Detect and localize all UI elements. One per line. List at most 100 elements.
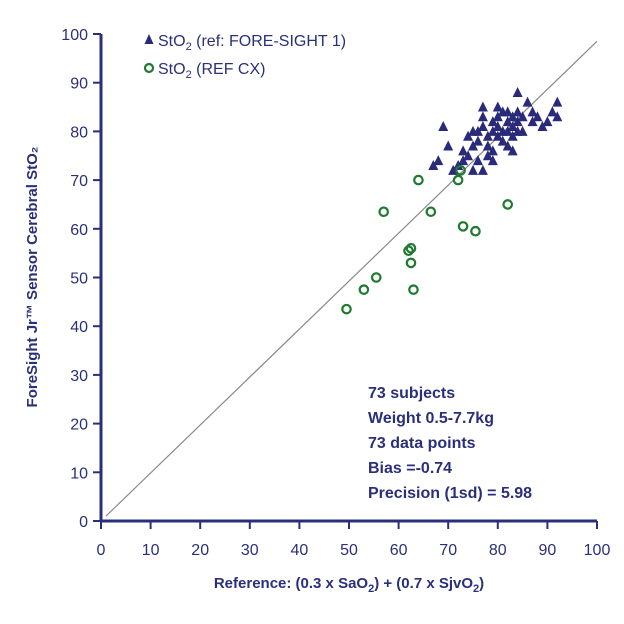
legend-label-ref-cx: StO2 (REF CX)	[158, 61, 265, 81]
triangle-point	[487, 116, 498, 127]
y-tick-label: 50	[70, 271, 88, 288]
y-tick-label: 10	[70, 465, 88, 482]
y-tick-label: 70	[70, 173, 88, 190]
data-points-layer	[341, 86, 563, 315]
triangle-point	[522, 96, 533, 107]
circle-point	[370, 272, 382, 283]
y-tick-label: 100	[61, 27, 88, 44]
circle-point	[457, 221, 469, 232]
triangle-point	[517, 111, 528, 122]
legend-triangle-marker	[144, 34, 154, 44]
triangle-point	[472, 125, 483, 136]
circle-point	[470, 225, 481, 237]
y-axis-title: ForeSight Jr™ Sensor Cerebral StO₂	[24, 147, 41, 408]
triangle-point	[472, 135, 483, 146]
x-tick-label: 100	[584, 542, 611, 559]
triangle-point	[472, 155, 483, 166]
triangle-point	[507, 111, 518, 122]
triangle-point	[453, 159, 464, 170]
triangle-point	[502, 116, 513, 127]
x-tick-label: 80	[489, 542, 507, 559]
triangle-point	[507, 121, 518, 132]
circle-point	[502, 199, 514, 210]
triangle-point	[492, 101, 503, 112]
x-tick-label: 60	[390, 542, 408, 559]
triangle-point	[512, 116, 523, 127]
identity-line	[105, 40, 598, 517]
triangle-point	[487, 145, 498, 156]
circle-point	[455, 165, 466, 176]
triangle-point	[438, 121, 449, 132]
x-tick-label: 30	[241, 542, 259, 559]
y-tick-label: 30	[70, 368, 88, 385]
x-tick-label: 10	[142, 542, 160, 559]
triangle-point	[468, 140, 478, 151]
triangle-point	[458, 155, 469, 166]
triangle-point	[463, 150, 474, 161]
circle-point	[341, 303, 352, 315]
x-ticks-layer: 0 10 20 30 40 50 60 70 80 90 100	[97, 521, 611, 559]
triangle-point	[477, 121, 488, 132]
triangle-point	[502, 140, 513, 151]
triangle-point	[443, 140, 454, 151]
circle-point	[405, 242, 417, 254]
circle-point	[358, 284, 370, 295]
y-tick-label: 20	[70, 417, 88, 434]
legend-label-fore-sight-1: StO2 (ref: FORE-SIGHT 1)	[158, 33, 346, 53]
circle-point	[413, 174, 424, 186]
triangle-point	[482, 140, 493, 151]
triangle-point	[502, 106, 513, 117]
annotation-bias: Bias =-0.74	[368, 460, 452, 477]
triangle-point	[477, 111, 488, 122]
circle-point	[378, 206, 390, 218]
y-tick-label: 90	[70, 76, 88, 93]
circle-point	[408, 284, 419, 295]
circle-point	[405, 257, 417, 269]
triangle-point	[487, 155, 498, 166]
triangle-point	[463, 130, 474, 141]
triangle-point	[433, 155, 444, 166]
triangle-point	[507, 130, 518, 141]
triangle-point	[502, 125, 513, 136]
x-tick-label: 50	[340, 542, 358, 559]
triangle-point	[527, 106, 538, 117]
triangle-point	[507, 145, 518, 156]
x-tick-label: 90	[539, 542, 557, 559]
annotation-data-points: 73 data points	[368, 435, 476, 452]
triangle-point	[482, 130, 493, 141]
triangle-point	[552, 96, 563, 107]
y-tick-label: 40	[70, 319, 88, 336]
y-tick-label: 0	[79, 514, 88, 531]
legend: StO2 (ref: FORE-SIGHT 1) StO2 (REF CX)	[143, 33, 346, 81]
triangle-point	[547, 106, 558, 117]
triangle-point	[492, 111, 503, 122]
annotation-weight: Weight 0.5-7.7kg	[368, 410, 494, 427]
y-ticks-layer: 0 10 20 30 40 50 60 70 80 90 100	[61, 27, 101, 531]
annotation-precision: Precision (1sd) = 5.98	[368, 485, 532, 502]
triangle-point	[487, 125, 498, 136]
y-tick-label: 60	[70, 222, 88, 239]
triangle-point	[492, 130, 503, 141]
triangle-point	[512, 125, 523, 136]
identity-line-layer	[105, 40, 598, 517]
annotation-subjects: 73 subjects	[368, 385, 455, 402]
triangle-point	[428, 159, 439, 170]
triangle-point	[492, 121, 503, 132]
triangle-point	[512, 86, 523, 97]
triangle-point	[468, 164, 478, 175]
x-tick-label: 20	[191, 542, 209, 559]
circle-point	[403, 245, 414, 257]
x-tick-label: 0	[97, 542, 106, 559]
triangle-point	[532, 111, 543, 122]
triangle-point	[552, 111, 563, 122]
x-axis-title: Reference: (0.3 x SaO2) + (0.7 x SjvO2)	[214, 575, 484, 595]
stats-annotation: 73 subjects Weight 0.5-7.7kg 73 data poi…	[368, 385, 532, 502]
triangle-point	[527, 116, 538, 127]
triangle-point	[458, 145, 469, 156]
x-tick-label: 40	[291, 542, 309, 559]
legend-circle-marker	[143, 62, 155, 74]
triangle-point	[477, 164, 488, 175]
triangle-point	[448, 164, 459, 175]
y-tick-label: 80	[70, 124, 88, 141]
